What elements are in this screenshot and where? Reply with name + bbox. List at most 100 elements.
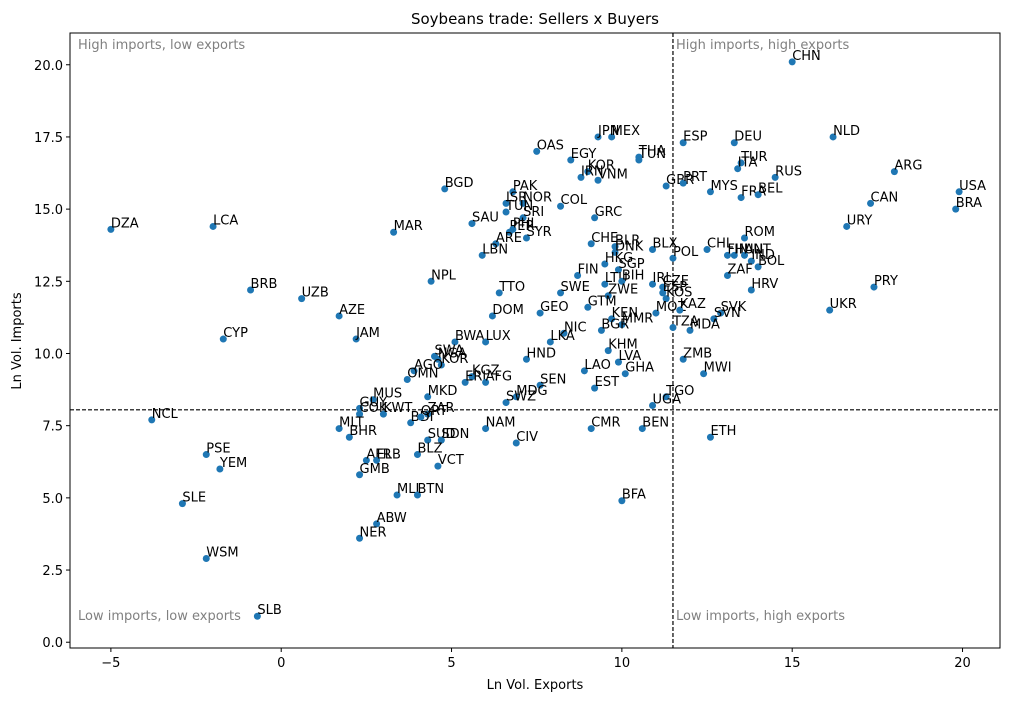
point-label: GRC xyxy=(595,205,623,220)
quadrant-label-bottom-left: Low imports, low exports xyxy=(78,609,241,624)
point-label: BEL xyxy=(758,182,783,197)
point-blx xyxy=(649,246,657,254)
point-label: NCL xyxy=(152,407,179,422)
point-label: TUN xyxy=(505,199,533,214)
point-label: AUT xyxy=(745,242,771,257)
point-label: NLD xyxy=(833,124,860,139)
point-label: BRA xyxy=(956,196,982,211)
point-afr xyxy=(362,456,370,464)
point-label: SGP xyxy=(618,257,644,272)
point-label: CIV xyxy=(516,430,538,445)
point-label: MDA xyxy=(690,317,720,332)
point-label: CHN xyxy=(792,49,821,64)
point-zwe xyxy=(604,292,612,300)
point-label: BEN xyxy=(642,416,669,431)
point-sud xyxy=(424,436,432,444)
point-label: CHL xyxy=(707,237,734,252)
point-label: ZMB xyxy=(683,346,712,361)
point-label: KOS xyxy=(666,286,692,301)
point-hkg xyxy=(601,260,609,268)
point-label: SYR xyxy=(526,225,551,240)
point-col xyxy=(557,202,565,210)
point-ncl xyxy=(148,416,156,424)
point-label: UGA xyxy=(653,392,682,407)
y-tick-label: 0.0 xyxy=(42,636,63,651)
point-label: BTN xyxy=(417,482,444,497)
point-label: SLE xyxy=(182,491,206,506)
point-label: BLZ xyxy=(417,442,442,457)
point-mys xyxy=(706,188,714,196)
point-label: ZAF xyxy=(727,263,752,278)
point-ner xyxy=(356,534,364,542)
point-geo xyxy=(536,309,544,317)
point-aut xyxy=(741,251,749,259)
point-lva xyxy=(614,358,622,366)
point-sen xyxy=(536,381,544,389)
point-label: PAK xyxy=(513,179,538,194)
point-zaf xyxy=(723,272,731,280)
point-bfa xyxy=(618,497,626,505)
point-brb xyxy=(247,286,255,294)
point-nga xyxy=(434,355,442,363)
point-mwi xyxy=(700,370,708,378)
point-label: GBR xyxy=(666,173,694,188)
point-zar xyxy=(424,410,432,418)
point-label: RUS xyxy=(775,164,802,179)
point-gmb xyxy=(356,471,364,479)
point-tza xyxy=(669,324,677,332)
point-civ xyxy=(512,439,520,447)
point-nld xyxy=(829,133,837,141)
point-chn xyxy=(788,58,796,66)
point-swz xyxy=(502,399,510,407)
axis-ticks: −5 0 5 10 15 20 0.0 2.5 5.0 7.5 10.0 12.5 15.0 17.5 20… xyxy=(34,59,971,671)
point-label: LKA xyxy=(550,329,575,344)
point-label: COK xyxy=(360,401,388,416)
point-elb xyxy=(373,456,381,464)
point-bgr xyxy=(597,326,605,334)
x-tick-label: −5 xyxy=(101,656,120,671)
point-egy xyxy=(567,156,575,164)
point-label: SDN xyxy=(441,427,469,442)
point-syr xyxy=(522,234,530,242)
point-label: PHL xyxy=(513,216,539,231)
y-tick-label: 15.0 xyxy=(34,203,63,218)
point-label: HRV xyxy=(751,277,778,292)
point-fra xyxy=(737,194,745,202)
point-label: SUD xyxy=(428,427,456,442)
point-esp xyxy=(679,139,687,147)
point-label: BLR xyxy=(615,234,640,249)
point-chl xyxy=(703,246,711,254)
point-mli xyxy=(393,491,401,499)
point-label: MWI xyxy=(704,361,732,376)
x-tick-label: 10 xyxy=(614,656,631,671)
point-label: MDG xyxy=(516,384,547,399)
point-label: KHM xyxy=(608,338,638,353)
point-moz xyxy=(652,309,660,317)
point-bel xyxy=(754,191,762,199)
point-qrt xyxy=(417,413,425,421)
point-label: BWA xyxy=(455,329,485,344)
point-svk xyxy=(717,309,725,317)
point-label: AFR xyxy=(366,447,391,462)
point-uga xyxy=(649,401,657,409)
point-ukr xyxy=(826,306,834,314)
point-kwt xyxy=(379,410,387,418)
point-nor xyxy=(519,199,527,207)
point-mdg xyxy=(512,393,520,401)
point-label: DOM xyxy=(492,303,523,318)
point-ltu xyxy=(601,280,609,288)
x-tick-label: 20 xyxy=(954,656,971,671)
point-label: NER xyxy=(360,525,387,540)
point-bwa xyxy=(451,338,459,346)
point-ben xyxy=(638,425,646,433)
point-eth xyxy=(706,433,714,441)
point-label: CMR xyxy=(591,416,620,431)
y-tick-label: 10.0 xyxy=(34,347,63,362)
point-label: UKR xyxy=(830,297,857,312)
point-zmb xyxy=(679,355,687,363)
point-oas xyxy=(533,147,541,155)
point-dom xyxy=(488,312,496,320)
point-tgo xyxy=(662,393,670,401)
plot-frame xyxy=(69,32,1001,649)
